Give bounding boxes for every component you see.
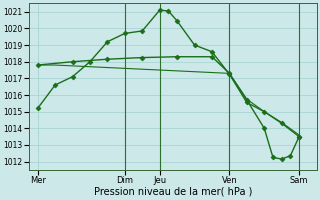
- X-axis label: Pression niveau de la mer( hPa ): Pression niveau de la mer( hPa ): [93, 187, 252, 197]
